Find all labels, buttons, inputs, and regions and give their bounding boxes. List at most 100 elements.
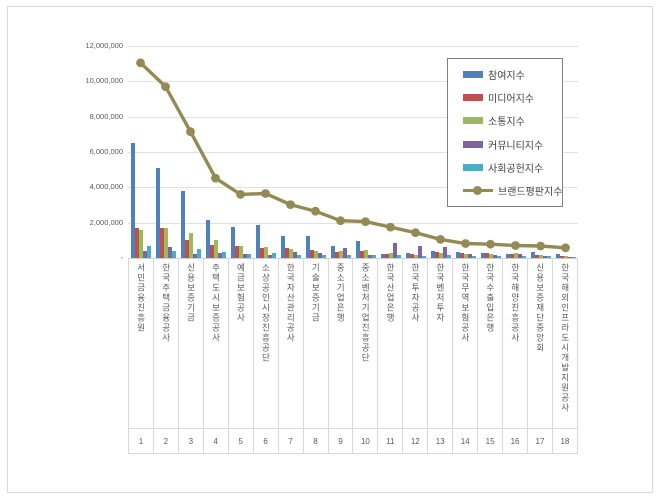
brand-index-marker-8: [311, 206, 320, 216]
bar-참여지수-2: [156, 168, 160, 258]
bar-커뮤니티지수-9: [343, 248, 347, 258]
y-axis-label: 10,000,000: [85, 76, 123, 86]
bar-참여지수-1: [131, 143, 135, 258]
bar-소통지수-15: [489, 254, 493, 258]
category-label: 신용보증재단중앙회: [535, 263, 546, 353]
bar-참여지수-10: [356, 241, 360, 258]
bar-미디어지수-6: [260, 248, 264, 258]
category-label: 한국해외인프라도시개발지원공사: [560, 263, 571, 413]
gridline-2000000: [128, 223, 578, 224]
brand-index-marker-4: [211, 173, 220, 183]
bar-커뮤니티지수-3: [193, 254, 197, 258]
bar-소통지수-13: [439, 253, 443, 258]
brand-index-marker-3: [186, 127, 195, 137]
category-cell-15: 한국수출입은행: [478, 258, 504, 428]
y-axis-label: 12,000,000: [85, 41, 123, 50]
bar-커뮤니티지수-18: [568, 257, 572, 258]
bar-소통지수-16: [514, 253, 518, 258]
bar-커뮤니티지수-2: [168, 247, 172, 258]
bar-소통지수-14: [464, 254, 468, 258]
rank-cell-5: 5: [229, 429, 254, 453]
category-cell-10: 중소벤처기업진흥공단: [353, 258, 379, 428]
gridline-6000000: [128, 152, 578, 153]
legend-item-브랜드평판지수: 브랜드평판지수: [463, 183, 562, 198]
gridline-8000000: [128, 117, 578, 118]
bar-참여지수-11: [381, 254, 385, 258]
bar-미디어지수-18: [560, 256, 564, 258]
bar-커뮤니티지수-5: [243, 254, 247, 258]
category-label: 한국수출입은행: [485, 263, 496, 333]
category-cell-11: 한국산업은행: [378, 258, 404, 428]
bar-커뮤니티지수-6: [268, 255, 272, 258]
legend-label: 참여지수: [488, 71, 525, 83]
bar-참여지수-6: [256, 225, 260, 258]
legend-label: 사회공헌지수: [488, 163, 544, 175]
legend-swatch-bar-icon: [463, 117, 483, 125]
category-label: 한국자산관리공사: [285, 263, 296, 343]
rank-cell-3: 3: [179, 429, 204, 453]
legend-label: 미디어지수: [488, 94, 534, 106]
category-cell-5: 예금보험공사: [229, 258, 254, 428]
bar-소통지수-3: [189, 233, 193, 258]
bar-사회공헌지수-16: [522, 256, 526, 258]
legend-item-미디어지수: 미디어지수: [463, 90, 562, 105]
bar-커뮤니티지수-13: [443, 247, 447, 258]
bar-미디어지수-3: [185, 240, 189, 258]
category-label: 주택도시보증공사: [211, 263, 222, 343]
bar-커뮤니티지수-16: [518, 254, 522, 258]
y-axis-label: -: [120, 253, 124, 262]
category-cell-14: 한국무역보험공사: [453, 258, 479, 428]
bar-참여지수-9: [331, 246, 335, 258]
legend-swatch-line-icon: [463, 185, 493, 195]
category-cell-17: 신용보증재단중앙회: [528, 258, 553, 428]
bar-소통지수-8: [314, 251, 318, 258]
brand-index-marker-17: [536, 241, 545, 251]
bar-미디어지수-15: [485, 253, 489, 258]
category-cell-16: 한국해양진흥공사: [503, 258, 528, 428]
rank-cell-7: 7: [279, 429, 304, 453]
bar-소통지수-6: [264, 247, 268, 258]
bar-소통지수-11: [389, 253, 393, 258]
category-label: 한국주택금융공사: [161, 263, 172, 343]
bar-참여지수-5: [231, 227, 235, 258]
category-label: 한국무역보험공사: [460, 263, 471, 343]
brand-index-marker-9: [336, 216, 345, 226]
rank-cell-11: 11: [378, 429, 404, 453]
bar-사회공헌지수-1: [147, 246, 151, 258]
bar-참여지수-7: [281, 236, 285, 258]
legend-swatch-bar-icon: [463, 163, 483, 171]
bar-미디어지수-4: [210, 245, 214, 258]
rank-cell-8: 8: [304, 429, 329, 453]
bar-미디어지수-13: [435, 252, 439, 258]
rank-cell-2: 2: [154, 429, 179, 453]
bar-사회공헌지수-13: [447, 255, 451, 258]
category-cell-18: 한국해외인프라도시개발지원공사: [553, 258, 578, 428]
category-label: 소상공인시장진흥공단: [260, 263, 271, 363]
gridline-10000000: [128, 81, 578, 82]
bar-커뮤니티지수-4: [218, 253, 222, 258]
bar-커뮤니티지수-17: [543, 256, 547, 258]
legend-swatch-bar-icon: [463, 140, 483, 148]
category-label: 한국산업은행: [385, 263, 396, 323]
brand-index-marker-7: [286, 200, 295, 210]
category-cell-1: 서민금융진흥원: [129, 258, 154, 428]
bar-커뮤니티지수-15: [493, 255, 497, 258]
bar-미디어지수-8: [310, 250, 314, 258]
brand-index-marker-11: [386, 222, 395, 232]
bar-미디어지수-7: [285, 248, 289, 258]
category-name-row: 서민금융진흥원 한국주택금융공사 신용보증기금 주택도시보증공사 예금보험공사 소상공인시…: [128, 258, 578, 428]
bar-참여지수-17: [531, 252, 535, 258]
rank-cell-17: 17: [528, 429, 553, 453]
legend-label: 소통지수: [488, 117, 525, 129]
bar-사회공헌지수-9: [347, 255, 351, 258]
brand-index-marker-16: [511, 241, 520, 250]
bar-소통지수-10: [364, 250, 368, 258]
brand-index-marker-10: [361, 217, 370, 227]
rank-cell-14: 14: [453, 429, 479, 453]
bar-참여지수-13: [431, 251, 435, 258]
legend-marker-icon: [473, 185, 482, 195]
bar-미디어지수-1: [135, 228, 139, 258]
rank-cell-16: 16: [503, 429, 528, 453]
